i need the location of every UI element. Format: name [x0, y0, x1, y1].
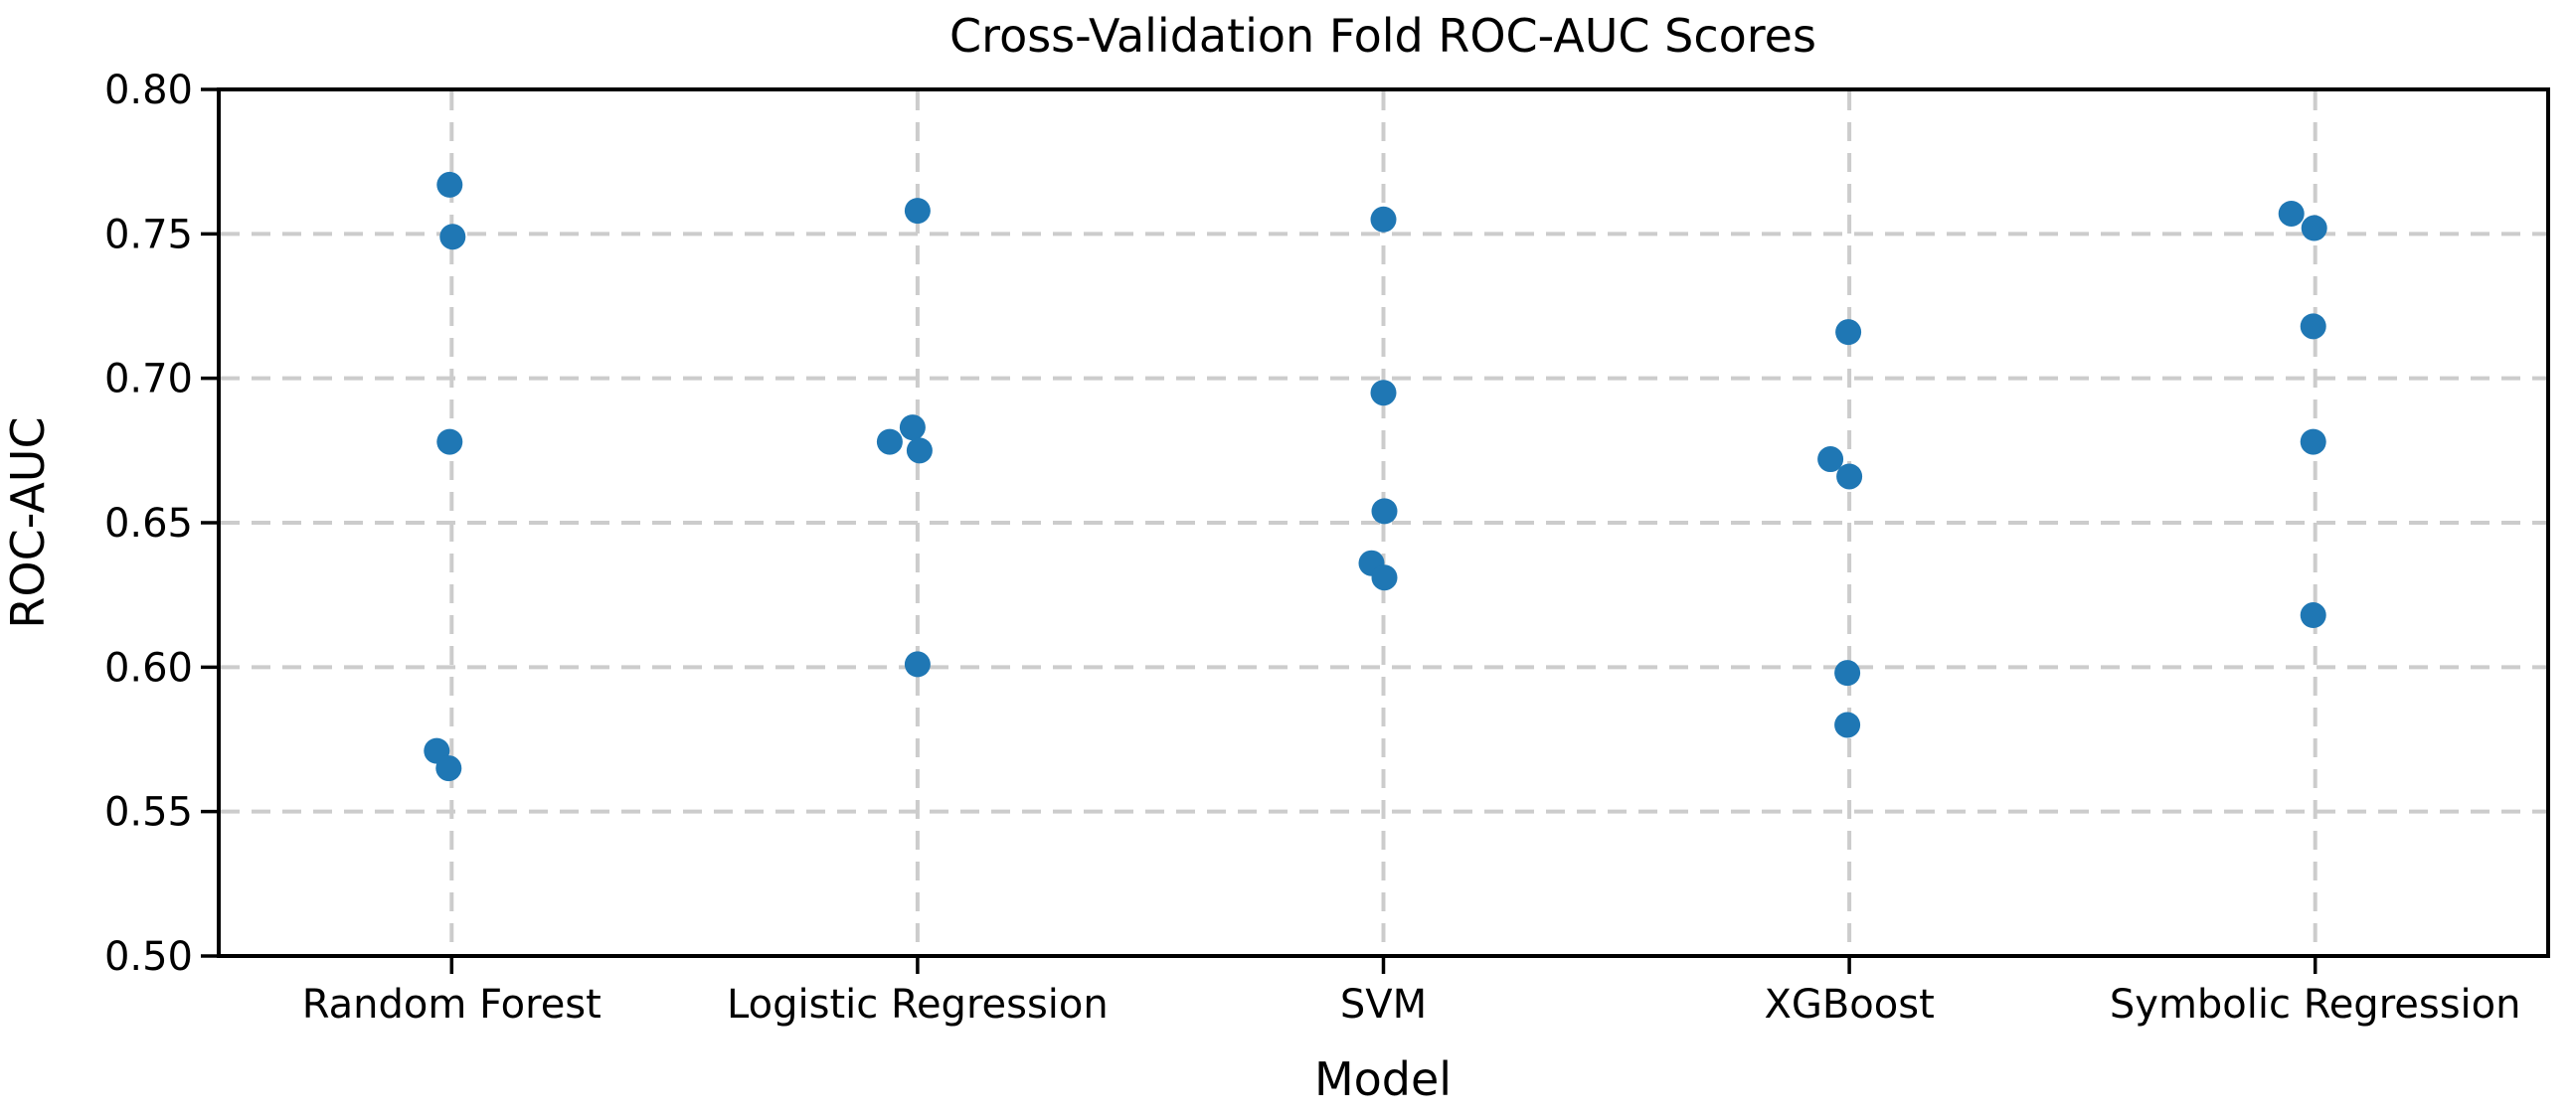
data-point	[1371, 564, 1398, 591]
x-axis-label: Model	[1314, 1052, 1452, 1106]
data-point	[435, 755, 462, 782]
y-tick-label: 0.55	[104, 790, 193, 836]
data-points	[424, 171, 2327, 782]
y-tick-label: 0.65	[104, 501, 193, 547]
data-point	[904, 651, 931, 678]
x-tick-label: Symbolic Regression	[2110, 982, 2521, 1028]
data-point	[1371, 498, 1398, 525]
data-point	[1370, 206, 1397, 233]
y-tick-label: 0.75	[104, 212, 193, 257]
data-point	[2278, 200, 2305, 227]
data-point	[1817, 446, 1844, 473]
data-point	[1834, 660, 1861, 687]
y-tick-label: 0.70	[104, 357, 193, 402]
x-tick-label: XGBoost	[1764, 982, 1934, 1028]
data-point	[876, 428, 903, 455]
data-point	[2300, 602, 2326, 629]
x-axis-ticks: Random Forest Logistic Regression SVM XGBoo…	[302, 956, 2521, 1028]
data-point	[2300, 313, 2326, 340]
data-point	[906, 437, 933, 464]
data-point	[899, 414, 926, 441]
data-point	[2301, 215, 2327, 241]
y-tick-label: 0.60	[104, 645, 193, 691]
data-point	[1370, 380, 1397, 406]
x-tick-label: Logistic Regression	[727, 982, 1109, 1028]
chart-title: Cross-Validation Fold ROC-AUC Scores	[949, 9, 1816, 63]
data-point	[436, 428, 463, 455]
data-point	[1835, 319, 1862, 346]
data-point	[436, 171, 463, 198]
data-point	[439, 224, 466, 250]
data-point	[1834, 712, 1861, 738]
y-axis-label: ROC-AUC	[1, 416, 55, 628]
y-tick-label: 0.80	[104, 68, 193, 113]
data-point	[2300, 428, 2326, 455]
x-tick-label: SVM	[1340, 982, 1427, 1028]
y-tick-label: 0.50	[104, 934, 193, 980]
x-tick-label: Random Forest	[302, 982, 601, 1028]
data-point	[904, 198, 931, 225]
y-axis-ticks: 0.50 0.55 0.60 0.65 0.70 0.75 0.80	[104, 68, 219, 980]
data-point	[1836, 463, 1863, 490]
